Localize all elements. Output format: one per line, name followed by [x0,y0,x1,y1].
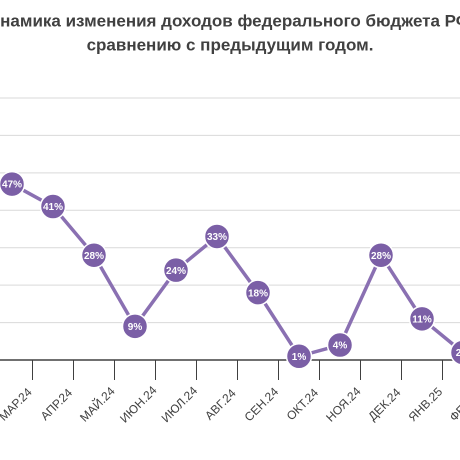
chart-title: сравнению с предыдущим годом. [87,35,374,54]
data-point [121,313,149,340]
data-label: 18% [248,288,268,299]
data-point [449,339,460,366]
data-label: 4% [333,341,348,352]
data-point [367,241,395,269]
data-label: 41% [43,202,63,213]
data-label: 33% [207,232,227,243]
data-point [0,170,26,198]
data-label: 24% [166,266,186,277]
data-label: 28% [84,251,104,262]
chart-title: инамика изменения доходов федерального б… [0,11,460,30]
data-point [285,343,313,370]
data-label: 9% [128,322,143,333]
data-point [244,279,272,306]
data-point [326,331,354,359]
data-point [162,256,190,284]
data-point [80,241,108,269]
data-point [203,223,231,250]
data-label: 1% [292,352,307,363]
data-label: 2% [456,348,460,359]
data-point [39,193,67,220]
data-label: 11% [412,314,432,325]
data-label: 47% [2,180,22,191]
data-label: 28% [371,251,391,262]
data-point [408,305,436,333]
